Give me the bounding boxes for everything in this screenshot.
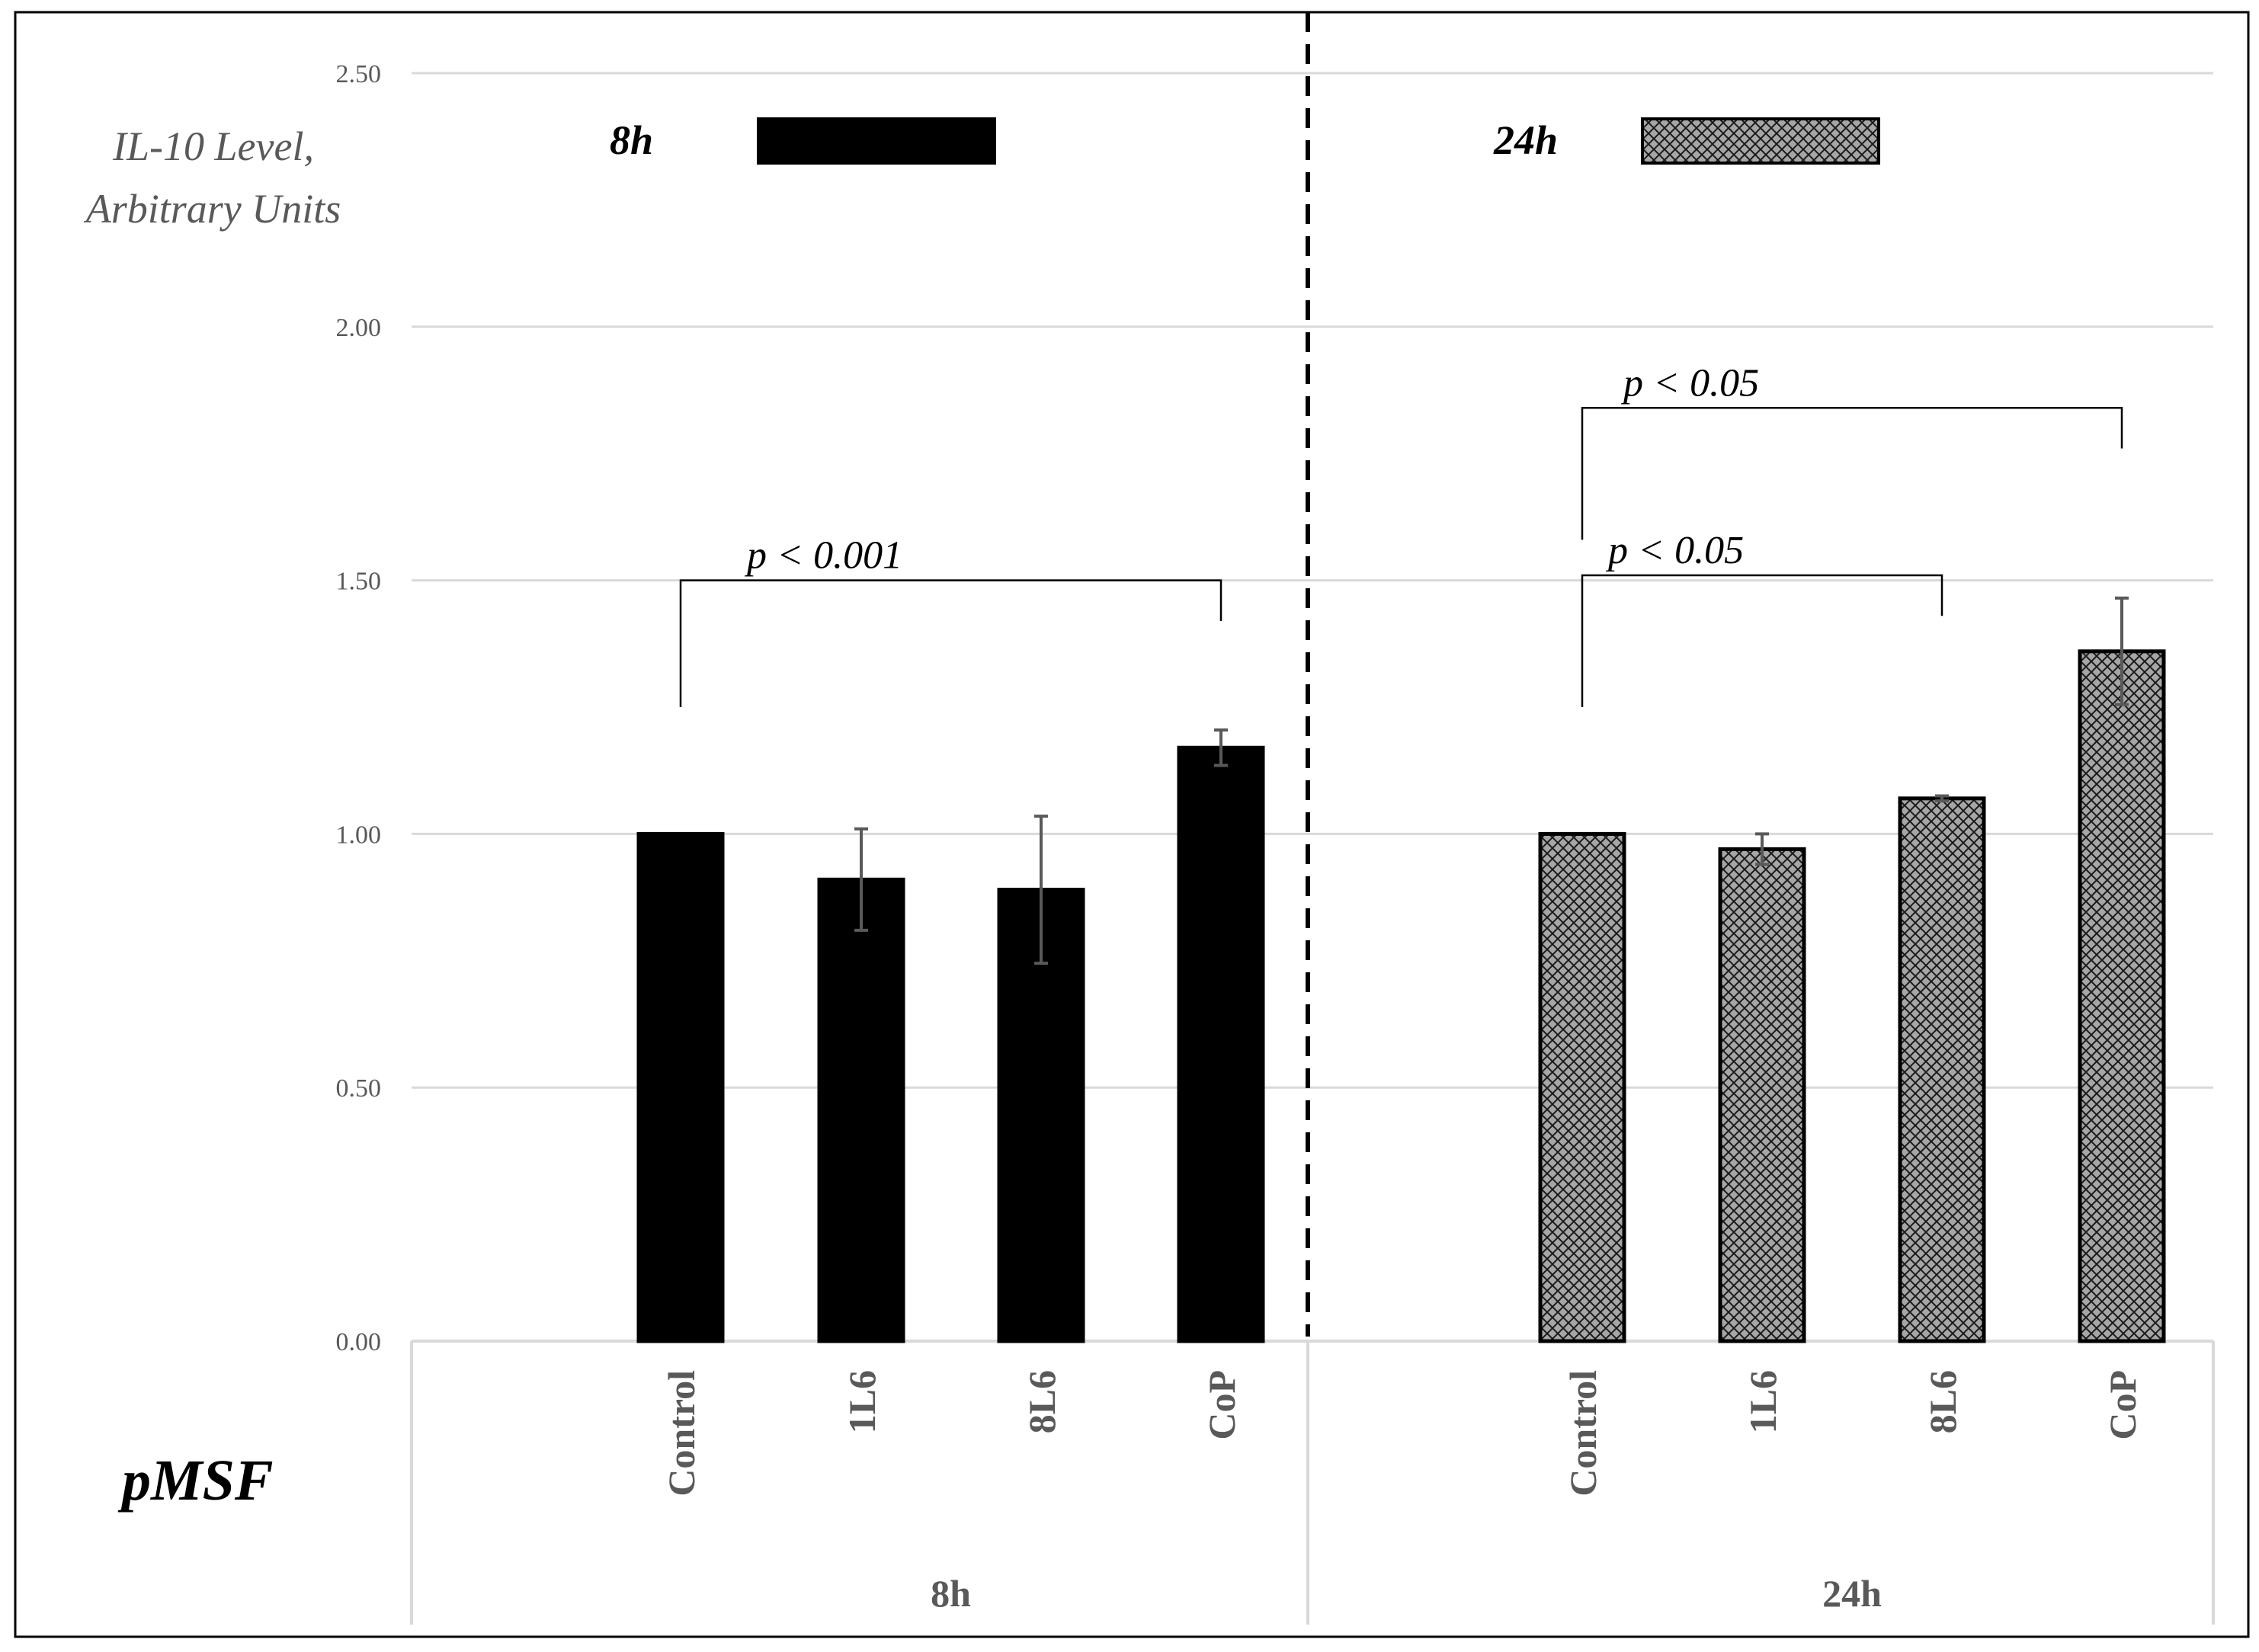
text-layer: 0.00 0.50 1.00 1.50 2.00 2.50 Control 1L6 8L6 CoP… <box>84 60 2144 1615</box>
significance-bracket <box>1581 574 1943 707</box>
group-label: 24h <box>1822 1572 1882 1615</box>
legend-label: 24h <box>1493 117 1558 163</box>
bar-24h-CoP <box>2078 649 2166 1343</box>
y-tick-label: 1.00 <box>336 821 382 849</box>
y-axis-label: Arbitrary Units <box>84 186 341 232</box>
bar-8h-Control <box>636 831 725 1343</box>
y-tick-label: 0.50 <box>336 1074 382 1103</box>
x-axis-title: pMSF <box>117 1449 274 1513</box>
category-label: Control <box>660 1370 703 1497</box>
category-label: 8L6 <box>1921 1370 1964 1433</box>
significance-label: p < 0.05 <box>1620 361 1759 405</box>
bar-8h-CoP <box>1177 745 1265 1343</box>
category-label: Control <box>1562 1370 1604 1497</box>
legend-label: 8h <box>610 117 653 163</box>
significance-label: p < 0.001 <box>744 534 902 578</box>
y-tick-label: 1.50 <box>336 568 382 596</box>
category-label: 1L6 <box>841 1370 883 1433</box>
legend-swatch-24h <box>1641 117 1880 165</box>
y-tick-label: 2.00 <box>336 314 382 342</box>
significance-bracket <box>679 579 1222 707</box>
category-label: CoP <box>2101 1370 2144 1440</box>
bar-24h-8L6 <box>1898 796 1986 1343</box>
significance-bracket <box>1581 407 2123 540</box>
category-label: 1L6 <box>1742 1370 1784 1433</box>
group-label: 8h <box>931 1572 971 1615</box>
bar-8h-1L6 <box>817 877 905 1343</box>
y-tick-label: 2.50 <box>336 60 382 88</box>
bar-24h-Control <box>1538 831 1626 1343</box>
category-label: CoP <box>1200 1370 1243 1440</box>
category-label: 8L6 <box>1021 1370 1063 1433</box>
bar-8h-8L6 <box>997 888 1085 1343</box>
legend-swatch-8h <box>757 117 996 165</box>
annotation-layer: p < 0.001 p < 0.05 p < 0.05 <box>679 361 2123 707</box>
bar-24h-1L6 <box>1718 847 1806 1343</box>
y-axis-label: IL-10 Level, <box>112 123 314 169</box>
significance-label: p < 0.05 <box>1605 529 1744 572</box>
chart-frame <box>14 11 2250 1638</box>
bar-layer <box>636 596 2166 1343</box>
y-tick-label: 0.00 <box>336 1328 382 1356</box>
